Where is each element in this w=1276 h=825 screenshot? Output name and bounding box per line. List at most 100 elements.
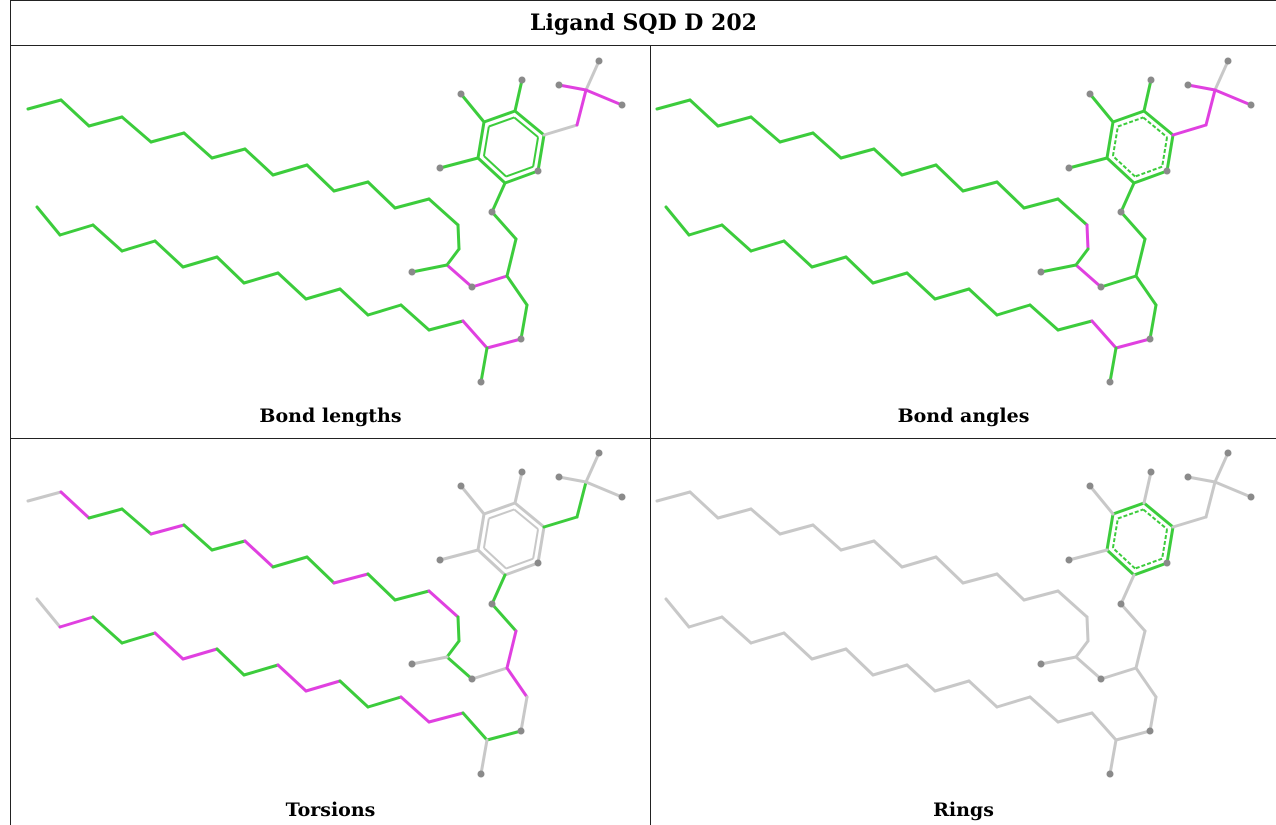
- atom: [1037, 268, 1045, 276]
- aromatic-bond: [1142, 116, 1168, 138]
- bond: [871, 663, 909, 677]
- bond: [844, 647, 875, 677]
- atom: [1247, 101, 1255, 109]
- bond: [513, 109, 546, 137]
- bond: [1132, 561, 1169, 577]
- bond: [536, 133, 546, 173]
- bond: [215, 255, 246, 285]
- bond: [778, 131, 815, 144]
- caption-bond-lengths: Bond lengths: [259, 405, 402, 427]
- atom: [436, 556, 444, 564]
- atom: [1184, 473, 1192, 481]
- bond: [304, 287, 342, 301]
- bond: [584, 59, 601, 92]
- atom: [1163, 167, 1171, 175]
- atom: [1224, 449, 1232, 457]
- atom: [1117, 208, 1125, 216]
- bond: [536, 525, 546, 565]
- bond: [1165, 525, 1175, 565]
- bond: [1111, 501, 1146, 516]
- aromatic-bond: [1161, 528, 1169, 559]
- bond: [26, 490, 63, 503]
- bond: [304, 679, 342, 693]
- bond: [1119, 210, 1147, 241]
- atom: [477, 770, 485, 778]
- aromatic-bond: [488, 116, 515, 128]
- bond: [445, 247, 461, 267]
- bond: [1067, 548, 1109, 562]
- bond: [243, 539, 275, 569]
- aromatic-bond: [1117, 116, 1144, 128]
- bond: [427, 319, 465, 332]
- bond: [1213, 88, 1253, 107]
- bond: [811, 523, 843, 552]
- bond: [1105, 512, 1115, 552]
- bond: [1088, 92, 1115, 124]
- bond: [338, 679, 370, 709]
- bond: [35, 205, 62, 237]
- aromatic-bond: [1117, 508, 1144, 520]
- bond: [410, 263, 449, 274]
- bond: [1056, 711, 1094, 724]
- aromatic-bond: [532, 528, 540, 559]
- bond: [182, 131, 214, 160]
- bond: [505, 629, 518, 670]
- bond: [1134, 274, 1158, 307]
- bond: [1204, 480, 1217, 519]
- bond: [967, 287, 999, 317]
- bond: [120, 507, 153, 536]
- bond: [688, 490, 720, 520]
- panel-bond-angles: Bond angles: [651, 47, 1276, 438]
- bond: [210, 147, 247, 160]
- bond: [933, 679, 971, 693]
- bond: [438, 548, 480, 562]
- bond: [1142, 501, 1175, 529]
- bond: [720, 223, 753, 253]
- atom: [517, 727, 525, 735]
- bond: [584, 480, 624, 499]
- bond: [1204, 88, 1217, 127]
- bond: [1074, 263, 1103, 289]
- bond: [503, 169, 540, 185]
- bond: [58, 615, 95, 629]
- bond: [1090, 319, 1118, 350]
- atom: [1224, 57, 1232, 65]
- aromatic-bond: [1111, 126, 1119, 157]
- bond: [271, 163, 309, 177]
- bond: [1056, 319, 1094, 332]
- bond: [716, 507, 753, 520]
- bond: [505, 274, 529, 307]
- atom: [555, 473, 563, 481]
- panel-torsions: Torsions: [11, 439, 650, 825]
- bond: [59, 490, 91, 520]
- bond: [338, 287, 370, 317]
- aromatic-bond: [1134, 165, 1163, 178]
- bond: [1039, 655, 1078, 666]
- bond-angles-molecule: [655, 57, 1255, 386]
- atom: [408, 268, 416, 276]
- bond: [399, 695, 431, 724]
- bond: [366, 572, 397, 602]
- bond: [1067, 156, 1109, 170]
- bond: [470, 666, 509, 681]
- atom: [1247, 493, 1255, 501]
- bond: [1105, 548, 1136, 577]
- bond: [905, 663, 937, 693]
- atom: [1184, 81, 1192, 89]
- caption-rings: Rings: [933, 799, 994, 821]
- bond: [782, 239, 814, 269]
- atom: [618, 101, 626, 109]
- atom: [488, 208, 496, 216]
- bond: [120, 631, 157, 645]
- bond: [153, 631, 185, 661]
- bond: [91, 223, 124, 253]
- bond: [1022, 197, 1060, 210]
- bond: [872, 539, 904, 569]
- bond: [1142, 470, 1153, 505]
- atom: [1147, 76, 1155, 84]
- bond: [181, 647, 219, 661]
- aromatic-bond: [505, 557, 534, 570]
- bond: [844, 255, 875, 285]
- bond: [1148, 695, 1158, 733]
- bond: [905, 271, 937, 301]
